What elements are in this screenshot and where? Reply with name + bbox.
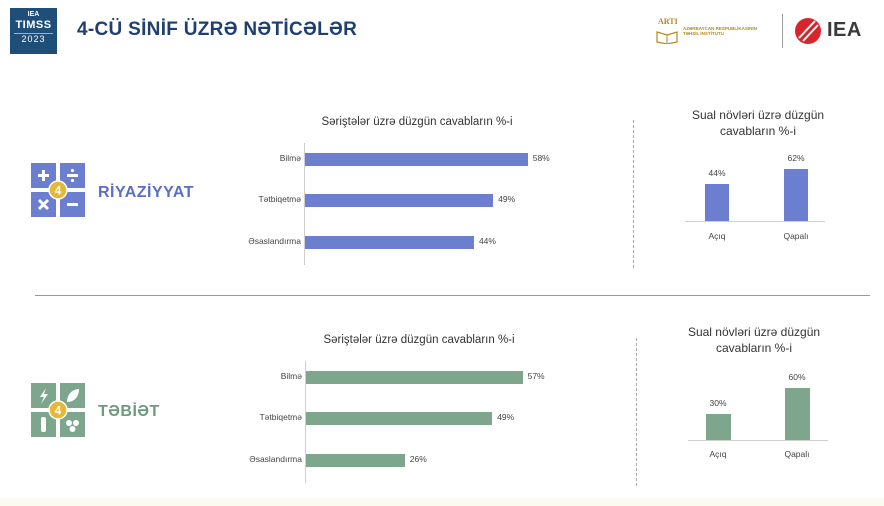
header-divider (782, 14, 783, 48)
cluster-icon (66, 420, 79, 432)
timss-logo-iea: IEA (27, 11, 40, 18)
divide-icon (67, 168, 78, 183)
math-chart-divider (633, 120, 634, 268)
math-question-type-axis (685, 221, 825, 222)
science-question-type-chart-title: Sual növləri üzrə düzgün cavabların %-i (687, 325, 821, 355)
bar-category-label: Tətbiqetmə (258, 194, 301, 204)
book-icon (656, 31, 678, 44)
plus-icon (38, 170, 49, 181)
column (705, 184, 729, 221)
grade-badge-text: 4 (55, 404, 62, 418)
bar-value-label: 49% (498, 194, 516, 204)
grade-badge-text: 4 (55, 184, 62, 198)
column-category-label: Qapalı (783, 231, 809, 241)
column (784, 388, 810, 440)
page-title: 4-CÜ SİNİF ÜZRƏ NƏTİCƏLƏR (77, 19, 358, 40)
bar (305, 235, 474, 249)
leaf-icon (67, 389, 79, 402)
bar (306, 453, 405, 467)
bar (305, 193, 494, 207)
section-divider (35, 295, 870, 296)
bar-value-label: 57% (527, 371, 545, 381)
column-value-label: 62% (787, 152, 805, 163)
math-subject-label: RİYAZİYYAT (98, 184, 194, 201)
test-tube-icon (41, 417, 46, 432)
iea-logo-text: IEA (827, 19, 862, 41)
science-question-type-axis (688, 440, 828, 441)
science-subject-label: TƏBİƏT (98, 403, 160, 420)
bar-value-label: 58% (532, 153, 550, 163)
bar-value-label: 44% (478, 236, 496, 246)
lightning-icon (40, 388, 48, 404)
math-competency-chart-title: Səriştələr üzrə düzgün cavabların %-i (321, 116, 513, 128)
bar-category-label: Tətbiqetmə (259, 412, 302, 422)
timss-logo-year: 2023 (14, 33, 53, 45)
timss-logo-word: TIMSS (15, 19, 52, 31)
multiply-icon (37, 198, 50, 211)
column-category-label: Açıq (708, 231, 726, 241)
bar (305, 152, 528, 166)
math-question-type-chart-title: Sual növləri üzrə düzgün cavabların %-i (691, 108, 825, 138)
science-subject-icon: 4 (31, 383, 85, 437)
bar-category-label: Əsaslandırma (248, 236, 301, 246)
column-category-label: Açıq (709, 449, 727, 459)
bar-category-label: Bilmə (280, 371, 302, 381)
bar (306, 370, 523, 384)
arti-logo-text: AZƏRBAYCAN RESPUBLİKASININ TƏHSİL İNSTİT… (683, 26, 757, 36)
column-value-label: 60% (788, 372, 806, 383)
minus-icon (67, 203, 78, 206)
science-chart-divider (636, 338, 637, 486)
column-value-label: 44% (708, 168, 726, 179)
column (784, 168, 808, 221)
column-value-label: 30% (709, 398, 727, 409)
footer-band (0, 498, 884, 506)
bar (306, 411, 493, 425)
math-competency-axis (304, 143, 305, 265)
bar-category-label: Bilmə (279, 153, 301, 163)
bar-value-label: 26% (409, 454, 427, 464)
column-category-label: Qapalı (784, 449, 810, 459)
bar-value-label: 49% (497, 412, 515, 422)
arti-logo-word: ARTI (658, 17, 678, 26)
math-subject-icon: 4 (31, 163, 85, 217)
timss-logo: IEA TIMSS 2023 (10, 8, 57, 54)
science-competency-chart-title: Səriştələr üzrə düzgün cavabların %-i (323, 334, 515, 346)
bar-category-label: Əsaslandırma (249, 454, 302, 464)
iea-globe-icon (795, 18, 821, 44)
science-competency-axis (305, 361, 306, 483)
column (705, 414, 731, 440)
